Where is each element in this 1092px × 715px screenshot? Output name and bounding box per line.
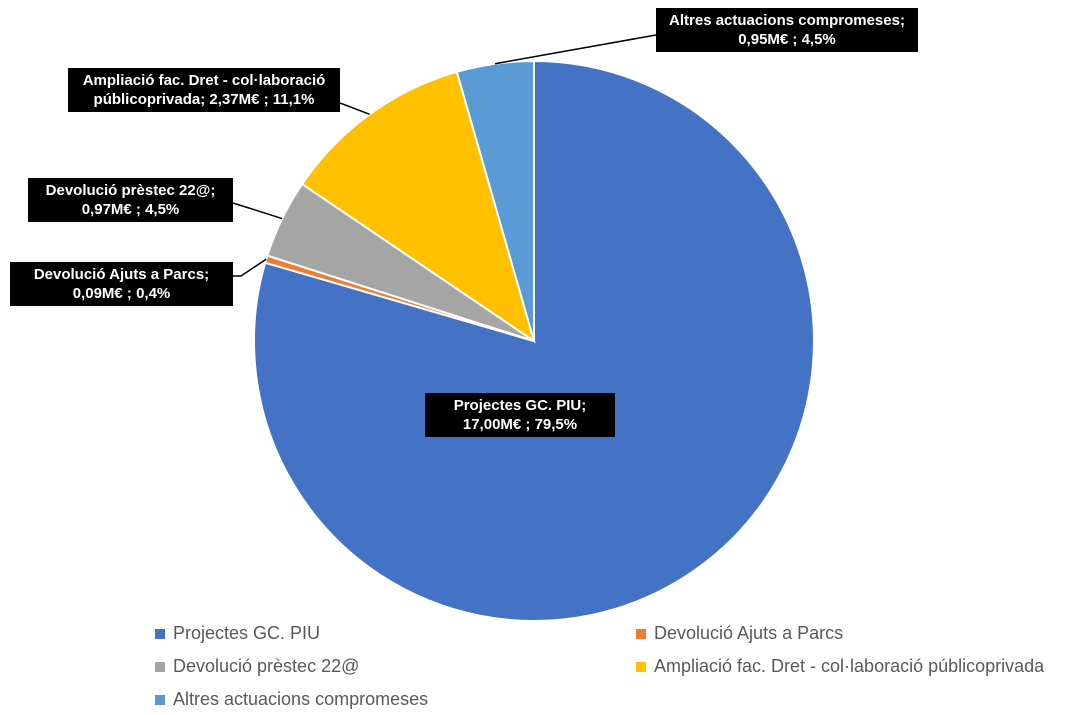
leader-lines <box>232 34 657 277</box>
data-label-line-2: 0,97M€ ; 4,5% <box>81 201 180 218</box>
data-label-line-2: 0,95M€ ; 4,5% <box>738 31 836 48</box>
leader-line <box>233 258 267 277</box>
data-label-line-2: públicoprivada; 2,37M€ ; 11,1% <box>93 91 315 108</box>
data-label-devolucio-ajuts-parcs: Devolució Ajuts a Parcs; 0,09M€ ; 0,4% <box>10 262 233 306</box>
data-label-line-1: Ampliació fac. Dret - col·laboració <box>82 72 326 89</box>
pie-slices <box>253 59 815 622</box>
data-label-altres-actuacions: Altres actuacions compromeses; 0,95M€ ; … <box>656 8 918 52</box>
data-label-projectes-gc-piu: Projectes GC. PIU; 17,00M€ ; 79,5% <box>425 393 615 437</box>
data-label-line-1: Projectes GC. PIU; <box>453 397 587 414</box>
data-label-line-1: Altres actuacions compromeses; <box>669 12 905 29</box>
data-label-line-2: 0,09M€ ; 0,4% <box>72 285 171 302</box>
slice-altres-actuacions <box>455 59 535 342</box>
leader-line <box>339 102 370 116</box>
data-label-devolucio-prestec-22: Devolució prèstec 22@; 0,97M€ ; 4,5% <box>28 178 233 222</box>
data-label-ampliacio-fac-dret: Ampliació fac. Dret - col·laboració públ… <box>68 68 340 112</box>
leader-line <box>232 202 283 220</box>
data-label-line-2: 17,00M€ ; 79,5% <box>462 416 578 433</box>
leader-line <box>494 34 657 65</box>
data-label-line-1: Devolució Ajuts a Parcs; <box>33 266 210 283</box>
data-label-line-1: Devolució prèstec 22@; <box>45 182 216 199</box>
